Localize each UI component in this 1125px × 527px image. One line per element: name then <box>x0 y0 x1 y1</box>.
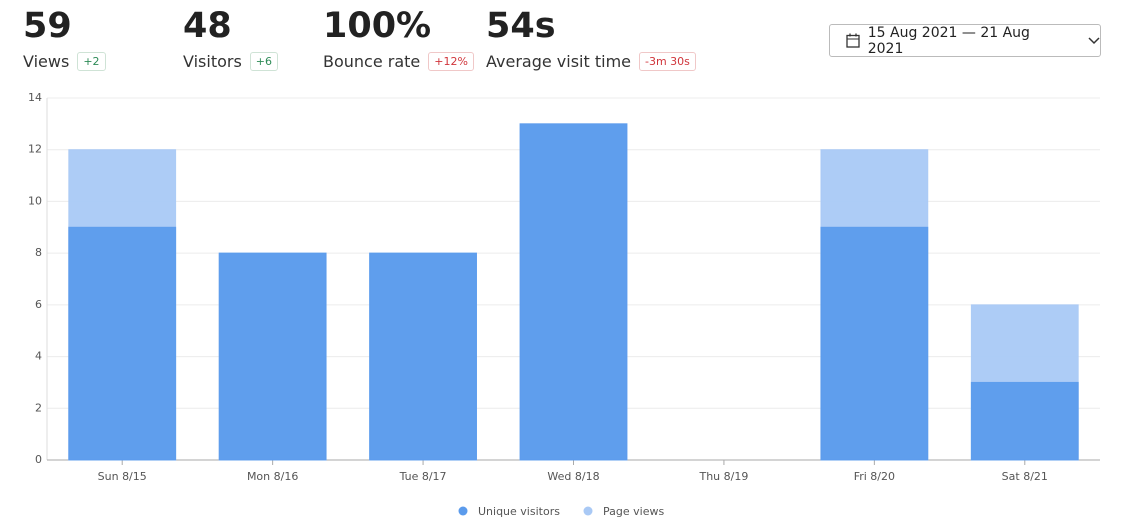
bar <box>369 252 477 461</box>
stat-value: 48 <box>183 6 232 46</box>
y-tick-label: 12 <box>28 143 42 156</box>
stat-change: +6 <box>249 52 279 71</box>
y-tick-label: 2 <box>35 401 42 414</box>
x-tick-label: Sat 8/21 <box>1002 470 1048 483</box>
bar <box>519 123 628 461</box>
stat-change: +12% <box>428 52 474 71</box>
stat: 54s Average visit time -3m 30s <box>486 6 696 71</box>
y-tick-label: 14 <box>28 91 42 104</box>
y-tick-label: 10 <box>28 194 42 207</box>
stat: 48 Visitors +6 <box>183 6 279 71</box>
bar <box>820 226 929 461</box>
bar <box>68 149 177 461</box>
bar <box>68 226 177 461</box>
stat-value: 59 <box>23 6 72 46</box>
stat-label: Bounce rate <box>323 52 421 71</box>
bar <box>519 123 628 461</box>
bar <box>970 381 1079 461</box>
stat-label: Visitors <box>183 52 242 71</box>
y-tick-label: 0 <box>35 453 42 466</box>
legend-label: Unique visitors <box>478 505 560 518</box>
stat-change: +2 <box>77 52 106 71</box>
legend-label: Page views <box>603 505 664 518</box>
bar <box>369 252 477 461</box>
bar <box>218 252 327 461</box>
legend-marker <box>458 506 468 516</box>
x-tick-label: Thu 8/19 <box>698 470 748 483</box>
calendar-icon <box>846 33 860 48</box>
chevron <box>1088 36 1100 44</box>
y-tick-label: 4 <box>35 350 42 363</box>
bar <box>218 252 327 461</box>
date-picker[interactable]: 15 Aug 2021 — 21 Aug 2021 <box>829 24 1101 57</box>
stat-label: Average visit time <box>486 52 631 71</box>
stat-value: 54s <box>486 6 556 46</box>
stat-label: Views <box>23 52 70 71</box>
stat-change: -3m 30s <box>639 52 696 71</box>
x-tick-label: Wed 8/18 <box>547 470 599 483</box>
bar <box>970 304 1079 461</box>
stat-value: 100% <box>323 6 432 46</box>
bar <box>820 149 929 461</box>
x-tick-label: Fri 8/20 <box>854 470 895 483</box>
stat: 100% Bounce rate +12% <box>323 6 474 71</box>
y-tick-label: 6 <box>35 298 42 311</box>
legend-marker <box>583 506 593 516</box>
x-tick-label: Sun 8/15 <box>98 470 147 483</box>
x-tick-label: Mon 8/16 <box>247 470 298 483</box>
date-range: 15 Aug 2021 — 21 Aug 2021 <box>867 24 1030 57</box>
y-tick-label: 8 <box>35 246 42 259</box>
x-tick-label: Tue 8/17 <box>399 470 447 483</box>
stat: 59 Views +2 <box>23 6 106 71</box>
